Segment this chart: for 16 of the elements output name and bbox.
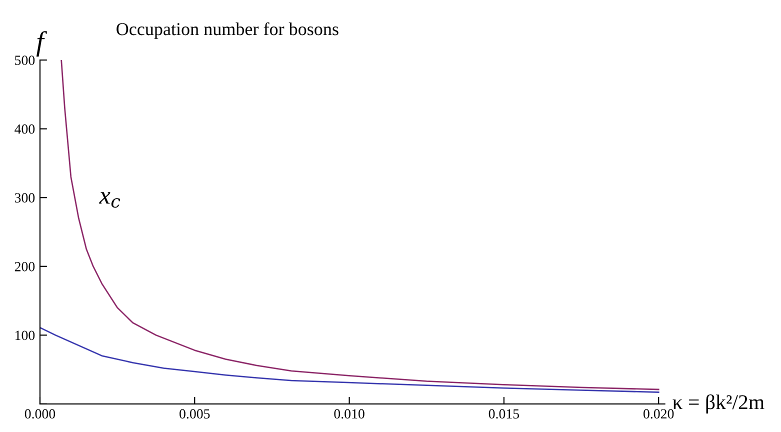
y-tick-label: 500 <box>15 56 35 66</box>
y-tick-label: 100 <box>16 330 35 340</box>
line-series <box>60 60 660 390</box>
x-tick-label: 0.015 <box>488 409 520 419</box>
y-tick-label: 300 <box>14 193 35 203</box>
x-axis-title: κ = βk²/2m <box>672 394 764 414</box>
annotation: x$_{c}$ <box>99 192 120 208</box>
line-series <box>40 326 660 393</box>
x-tick-label: 0.000 <box>24 409 56 419</box>
y-tick-label: 200 <box>14 262 35 272</box>
y-axis-title: f <box>36 31 48 57</box>
x-tick-label: 0.010 <box>334 409 364 419</box>
y-tick-label: 400 <box>14 124 35 134</box>
x-tick-label: 0.005 <box>180 409 210 419</box>
chart-title: Occupation number for bosons <box>116 22 338 39</box>
x-tick-label: 0.020 <box>644 409 674 419</box>
